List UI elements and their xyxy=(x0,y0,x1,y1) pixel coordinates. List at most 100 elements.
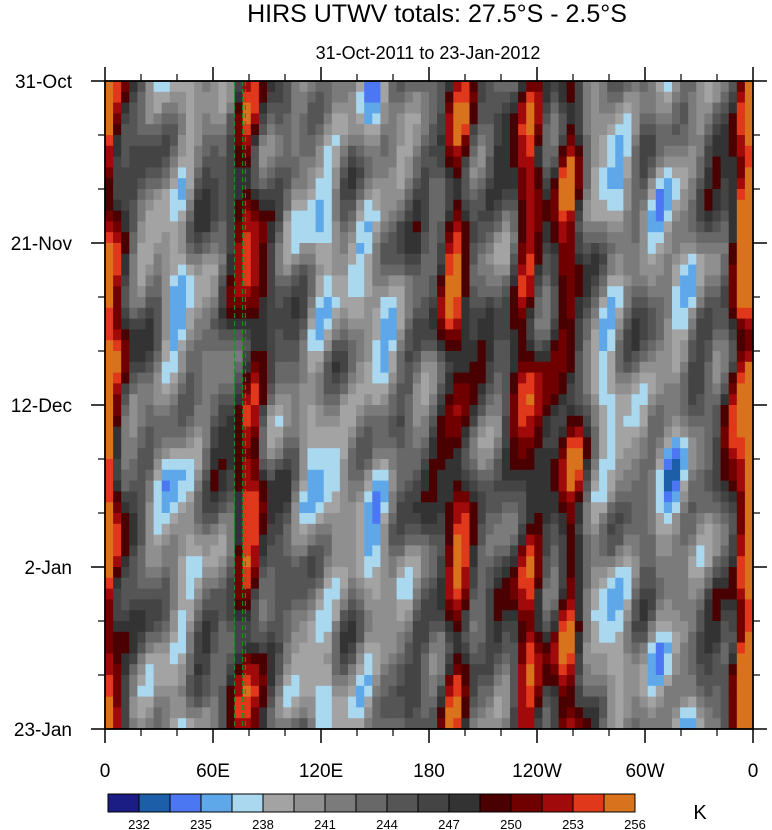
field-cell xyxy=(696,102,705,114)
field-cell xyxy=(315,675,325,687)
field-cell xyxy=(550,351,560,363)
field-cell xyxy=(210,383,219,395)
field-cell xyxy=(250,459,260,471)
field-cell xyxy=(704,577,714,590)
field-cell xyxy=(485,523,495,536)
field-cell xyxy=(105,81,114,93)
field-cell xyxy=(356,286,365,298)
field-cell xyxy=(356,275,365,287)
field-cell xyxy=(404,448,414,460)
field-cell xyxy=(469,707,479,719)
field-cell xyxy=(145,480,155,492)
field-cell xyxy=(356,232,365,244)
field-cell xyxy=(720,426,730,438)
field-cell xyxy=(510,167,519,179)
colorbar-swatch xyxy=(262,793,295,813)
field-cell xyxy=(704,426,714,438)
field-cell xyxy=(356,178,365,190)
field-cell xyxy=(704,469,714,482)
field-cell xyxy=(364,243,373,255)
field-cell xyxy=(639,178,649,190)
field-cell xyxy=(704,221,714,233)
field-cell xyxy=(364,685,373,698)
field-cell xyxy=(574,135,584,147)
field-cell xyxy=(331,469,341,482)
field-cell xyxy=(356,329,365,341)
field-cell xyxy=(655,178,665,190)
field-cell xyxy=(307,189,317,201)
field-cell xyxy=(364,545,373,557)
field-cell xyxy=(396,113,406,125)
field-cell xyxy=(412,426,422,438)
field-cell xyxy=(315,307,325,320)
field-cell xyxy=(574,394,584,406)
field-cell xyxy=(493,102,503,114)
field-cell xyxy=(720,459,730,471)
field-cell xyxy=(437,415,446,428)
field-cell xyxy=(485,685,495,698)
field-cell xyxy=(744,189,753,201)
field-cell xyxy=(161,297,171,309)
field-cell xyxy=(469,621,479,633)
field-cell xyxy=(582,340,592,352)
field-cell xyxy=(339,405,349,417)
field-cell xyxy=(623,513,633,525)
field-cell xyxy=(437,253,446,266)
field-cell xyxy=(534,545,543,557)
field-cell xyxy=(712,696,722,708)
field-cell xyxy=(639,675,649,687)
field-cell xyxy=(647,480,657,492)
field-cell xyxy=(437,372,446,384)
field-cell xyxy=(331,102,341,114)
field-cell xyxy=(137,718,147,729)
field-cell xyxy=(615,167,624,179)
field-cell xyxy=(169,610,179,622)
field-cell xyxy=(736,253,746,266)
field-cell xyxy=(704,588,714,600)
field-cell xyxy=(485,178,495,190)
field-cell xyxy=(663,135,673,147)
field-cell xyxy=(550,523,560,536)
field-cell xyxy=(736,124,746,136)
field-cell xyxy=(339,685,349,698)
field-cell xyxy=(226,480,236,492)
field-cell xyxy=(226,210,236,222)
field-cell xyxy=(250,631,260,644)
field-cell xyxy=(712,642,722,654)
field-cell xyxy=(323,491,333,503)
field-cell xyxy=(121,340,130,352)
field-cell xyxy=(291,232,300,244)
field-cell xyxy=(161,210,171,222)
field-cell xyxy=(283,675,292,687)
field-cell xyxy=(194,653,203,665)
field-cell xyxy=(339,707,349,719)
field-cell xyxy=(453,91,462,104)
field-cell xyxy=(258,113,268,125)
field-cell xyxy=(744,718,753,729)
field-cell xyxy=(550,372,560,384)
field-cell xyxy=(696,577,705,590)
field-cell xyxy=(267,275,276,287)
field-cell xyxy=(412,156,422,168)
field-cell xyxy=(396,156,406,168)
field-cell xyxy=(566,361,576,374)
field-cell xyxy=(526,437,535,449)
field-cell xyxy=(315,135,325,147)
field-cell xyxy=(145,599,155,611)
field-cell xyxy=(283,588,292,600)
field-cell xyxy=(485,307,495,320)
field-cell xyxy=(291,685,300,698)
field-cell xyxy=(145,135,155,147)
field-cell xyxy=(388,81,398,93)
field-cell xyxy=(364,351,373,363)
field-cell xyxy=(169,523,179,536)
field-cell xyxy=(655,577,665,590)
field-cell xyxy=(477,340,487,352)
field-cell xyxy=(372,577,381,590)
field-cell xyxy=(582,286,592,298)
field-cell xyxy=(226,178,236,190)
field-cell xyxy=(550,567,560,579)
field-cell xyxy=(348,664,357,676)
field-cell xyxy=(388,415,398,428)
field-cell xyxy=(129,642,138,654)
